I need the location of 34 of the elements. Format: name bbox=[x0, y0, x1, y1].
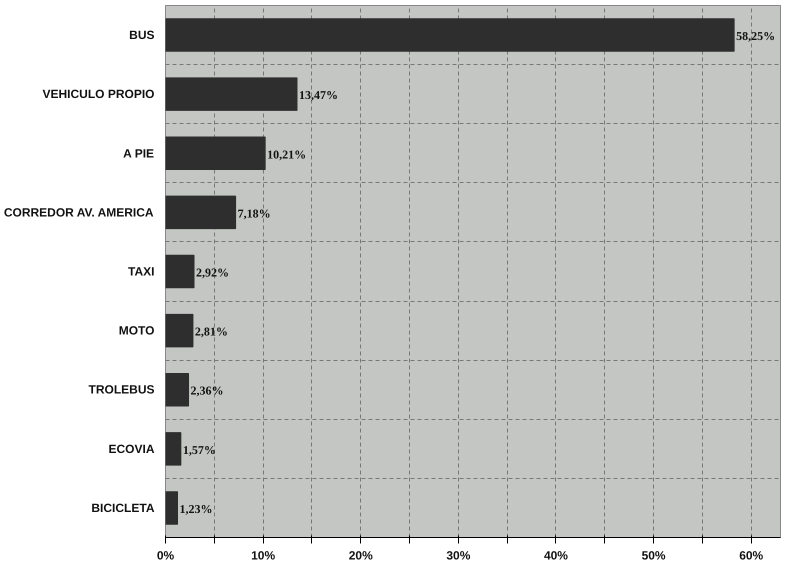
y-tick-label: MOTO bbox=[118, 324, 155, 338]
data-label: 1,23% bbox=[180, 502, 213, 516]
data-label: 1,57% bbox=[182, 442, 216, 457]
y-tick-label: A PIE bbox=[123, 146, 154, 160]
bar bbox=[166, 18, 735, 52]
data-label: 2,81% bbox=[194, 324, 228, 339]
x-tick-label: 0% bbox=[156, 548, 174, 562]
bar bbox=[166, 372, 190, 406]
data-label: 2,36% bbox=[190, 384, 224, 398]
bar bbox=[166, 254, 195, 288]
x-tick-label: 30% bbox=[446, 548, 471, 562]
bar bbox=[166, 491, 178, 525]
y-tick-label: TROLEBUS bbox=[88, 382, 154, 397]
x-tick-label: 50% bbox=[642, 548, 666, 562]
data-label: 10,21% bbox=[267, 147, 306, 162]
bar bbox=[166, 196, 236, 230]
y-tick-label: TAXI bbox=[128, 264, 155, 278]
bar bbox=[166, 136, 266, 170]
y-tick-label: VEHICULO PROPIO bbox=[42, 87, 154, 102]
y-tick-label: BUS bbox=[129, 28, 155, 42]
data-label: 7,18% bbox=[238, 206, 271, 220]
data-label: 58,25% bbox=[736, 29, 776, 44]
bar bbox=[166, 432, 182, 466]
y-tick-label: CORREDOR AV. AMERICA bbox=[4, 205, 154, 220]
y-tick-label: BICICLETA bbox=[91, 500, 155, 515]
x-tick-label: 10% bbox=[251, 548, 276, 562]
x-tick-label: 60% bbox=[739, 548, 764, 562]
bar bbox=[166, 77, 298, 111]
data-label: 2,92% bbox=[196, 266, 230, 280]
bar bbox=[166, 314, 194, 348]
y-tick-label: ECOVIA bbox=[108, 442, 155, 456]
x-tick-label: 20% bbox=[348, 548, 374, 562]
x-tick-label: 40% bbox=[544, 548, 568, 562]
data-label: 13,47% bbox=[298, 88, 338, 102]
